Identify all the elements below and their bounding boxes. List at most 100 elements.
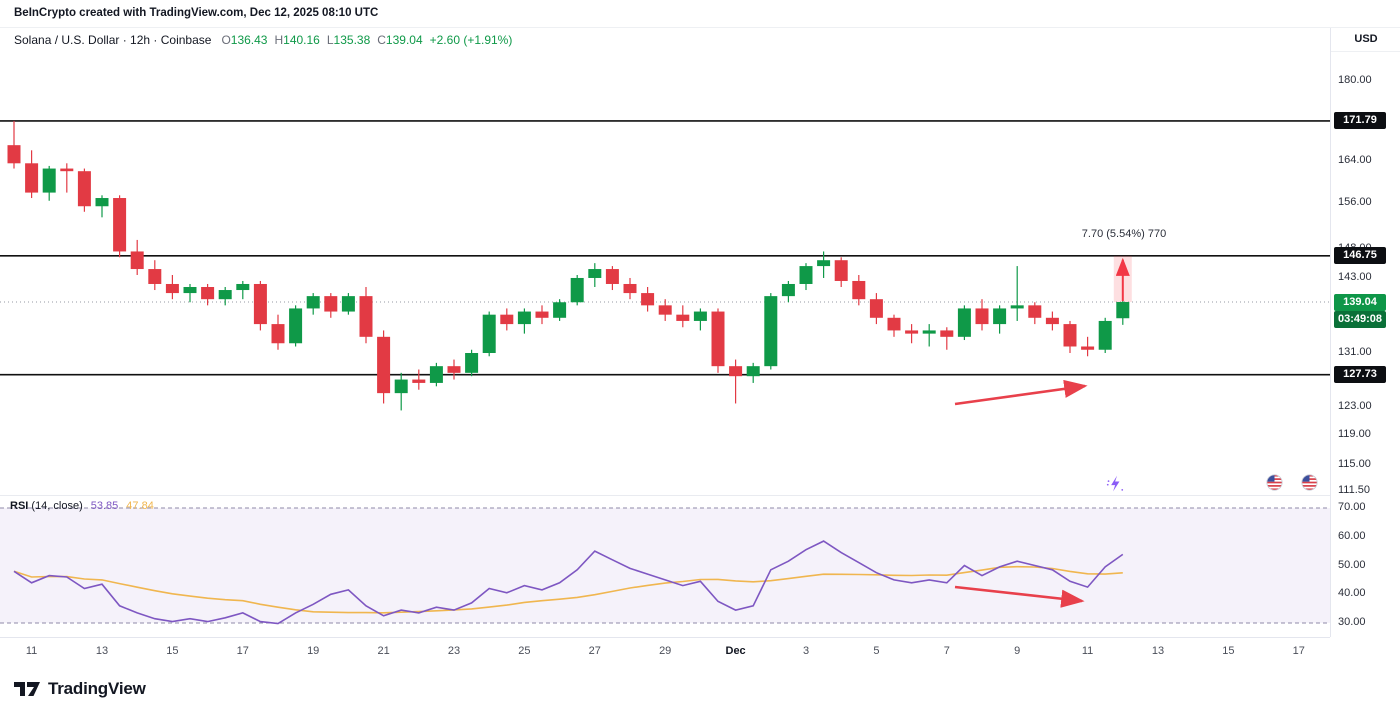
symbol-legend: Solana / U.S. Dollar · 12h · Coinbase O1…: [14, 33, 512, 47]
candle-body: [993, 308, 1007, 325]
candle-body: [306, 296, 320, 309]
currency-label[interactable]: USD: [1331, 28, 1400, 52]
price-tick: 180.00: [1338, 74, 1372, 86]
candle-body: [324, 296, 338, 312]
tradingview-logo[interactable]: TradingView: [14, 679, 146, 699]
candle-body: [869, 299, 883, 318]
rsi-title: RSI: [10, 500, 29, 512]
candle-body: [77, 171, 91, 207]
candle-body: [641, 293, 655, 306]
candle-body: [130, 251, 144, 270]
time-tick: 15: [1222, 645, 1235, 657]
price-tick: 123.00: [1338, 399, 1372, 412]
candle-body: [60, 168, 74, 172]
tradingview-logo-text: TradingView: [48, 679, 146, 698]
trend-arrow[interactable]: [954, 379, 1088, 406]
time-tick: 5: [873, 645, 880, 657]
change-value: +2.60 (+1.91%): [429, 33, 513, 47]
flash-event-icon[interactable]: [1106, 474, 1125, 498]
rsi-title-group[interactable]: RSI (14, close): [10, 500, 83, 512]
price-tick: 111.50: [1338, 483, 1371, 496]
attribution-text: BeInCrypto created with TradingView.com,…: [14, 7, 379, 19]
candle-body: [1081, 346, 1095, 350]
rsi-trend-arrow[interactable]: [954, 585, 1085, 608]
candle-body: [764, 296, 778, 367]
us-flag-event-icon[interactable]: [1266, 474, 1283, 496]
ohlc-open: O136.43: [221, 33, 268, 47]
rsi-legend: RSI (14, close) 53.85 47.84: [10, 500, 154, 512]
candle-body: [1116, 302, 1130, 319]
footer: TradingView: [0, 664, 1400, 716]
candle-body: [887, 317, 901, 331]
candle-body: [922, 330, 936, 334]
price-tick: 131.00: [1338, 346, 1372, 358]
symbol-title[interactable]: Solana / U.S. Dollar · 12h · Coinbase: [14, 33, 212, 47]
time-tick: 27: [588, 645, 601, 657]
candle-body: [711, 311, 725, 367]
price-chart-canvas[interactable]: [0, 28, 1330, 496]
price-tick: 115.00: [1338, 457, 1371, 470]
candle-body: [482, 314, 496, 354]
time-axis[interactable]: 11 13 15 17 19 21 23 25 27 29 Dec 3 5 7 9 11 13 15 17: [0, 637, 1330, 665]
candle-body: [588, 269, 602, 278]
candle-body: [25, 163, 39, 193]
candle-body: [799, 266, 813, 284]
time-tick: 23: [447, 645, 461, 657]
candle-body: [1098, 320, 1112, 350]
ohlc-low: L135.38: [326, 33, 371, 47]
candle-body: [1045, 317, 1059, 325]
candle-body: [693, 311, 707, 321]
candle-body: [623, 283, 637, 294]
candle-body: [377, 336, 391, 394]
ohlc-close: C139.04: [377, 33, 423, 47]
candle-body: [553, 302, 567, 318]
time-tick: 13: [95, 645, 109, 657]
rsi-tick: 40.00: [1338, 587, 1366, 600]
measurement-label[interactable]: 7.70 (5.54%) 770: [1081, 228, 1167, 240]
time-tick: 11: [1081, 645, 1094, 657]
price-axis[interactable]: USD 180.00164.00156.00148.00143.00131.00…: [1330, 28, 1400, 637]
time-tick: 29: [659, 645, 672, 657]
time-tick: 9: [1014, 645, 1021, 657]
candle-body: [165, 283, 179, 294]
candle-body: [746, 366, 760, 377]
rsi-tick: 60.00: [1338, 529, 1366, 542]
candle-body: [7, 145, 21, 164]
time-tick: 19: [307, 645, 320, 657]
time-tick: 21: [377, 645, 390, 657]
pane-separator[interactable]: [0, 495, 1330, 496]
us-flag-event-icon-2[interactable]: [1301, 474, 1318, 496]
candle-body: [1028, 305, 1042, 318]
last-price-badge[interactable]: 139.04: [1334, 293, 1386, 311]
price-level-badge[interactable]: 127.73: [1334, 366, 1386, 384]
candle-body: [517, 311, 531, 325]
candle-body: [940, 330, 954, 337]
price-tick: 156.00: [1338, 196, 1372, 209]
price-level-badge[interactable]: 146.75: [1334, 247, 1386, 265]
price-tick: 164.00: [1338, 153, 1372, 166]
candle-body: [148, 269, 162, 284]
candle-body: [781, 283, 795, 297]
rsi-line: [13, 540, 1124, 625]
candle-body: [852, 280, 866, 300]
candle-body: [1063, 324, 1077, 347]
time-tick: 3: [802, 645, 810, 657]
price-level-badge[interactable]: 171.79: [1334, 112, 1386, 130]
candle-body: [570, 277, 584, 303]
time-tick: 15: [166, 645, 179, 657]
candle-body: [218, 290, 232, 300]
candle-body: [359, 296, 373, 337]
time-tick: Dec: [725, 645, 746, 657]
candle-body: [394, 379, 408, 394]
rsi-value: 53.85: [90, 500, 119, 512]
candle-body: [412, 379, 426, 383]
rsi-pane-canvas[interactable]: [0, 496, 1330, 637]
candle-body: [236, 283, 250, 291]
rsi-ma-line: [13, 565, 1123, 614]
candle-body: [253, 283, 267, 325]
candle-body: [271, 324, 285, 344]
candle-body: [465, 353, 479, 373]
time-tick: 17: [236, 645, 249, 657]
candle-body: [535, 311, 549, 318]
